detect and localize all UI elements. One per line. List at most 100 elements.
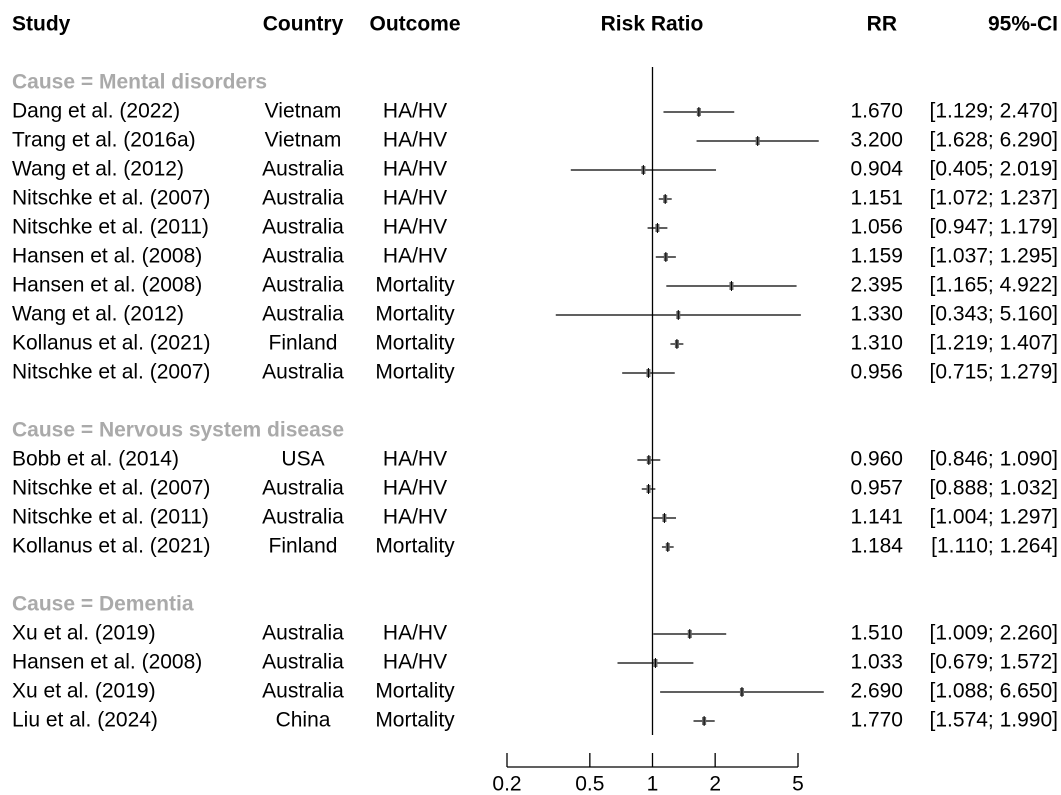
country: Australia [262, 361, 344, 384]
country: Australia [262, 187, 344, 210]
rr-label: 1.770 [850, 709, 903, 732]
outcome: Mortality [375, 709, 455, 732]
outcome: HA/HV [383, 622, 447, 645]
outcome: HA/HV [383, 651, 447, 674]
ci-label: [1.219; 1.407] [930, 332, 1058, 355]
x-tick-label: 0.2 [492, 773, 521, 795]
outcome: Mortality [375, 332, 455, 355]
header-ci: 95%-CI [988, 13, 1058, 36]
country: Australia [262, 158, 344, 181]
study: Bobb et al. (2014) [12, 448, 179, 471]
country: China [276, 709, 331, 732]
ci-label: [0.846; 1.090] [930, 448, 1058, 471]
outcome: Mortality [375, 680, 455, 703]
outcome: HA/HV [383, 506, 447, 529]
header-study: Study [12, 13, 71, 36]
study: Wang et al. (2012) [12, 303, 184, 326]
rr-label: 0.956 [850, 361, 903, 384]
ci-label: [1.072; 1.237] [930, 187, 1058, 210]
header-rr: RR [867, 13, 897, 36]
x-tick-label: 0.5 [575, 773, 604, 795]
study: Nitschke et al. (2007) [12, 361, 210, 384]
rr-label: 1.056 [850, 216, 903, 239]
outcome: HA/HV [383, 187, 447, 210]
outcome: HA/HV [383, 100, 447, 123]
country: Finland [269, 535, 338, 558]
study: Hansen et al. (2008) [12, 274, 202, 297]
outcome: Mortality [375, 303, 455, 326]
ci-label: [1.004; 1.297] [930, 506, 1058, 529]
study: Nitschke et al. (2007) [12, 187, 210, 210]
ci-label: [1.037; 1.295] [930, 245, 1058, 268]
country: Australia [262, 477, 344, 500]
ci-label: [0.679; 1.572] [930, 651, 1058, 674]
country: Vietnam [265, 100, 342, 123]
study: Wang et al. (2012) [12, 158, 184, 181]
outcome: HA/HV [383, 129, 447, 152]
outcome: HA/HV [383, 158, 447, 181]
ci-label: [1.628; 6.290] [930, 129, 1058, 152]
study: Xu et al. (2019) [12, 622, 156, 645]
outcome: HA/HV [383, 448, 447, 471]
country: Australia [262, 506, 344, 529]
ci-label: [0.715; 1.279] [930, 361, 1058, 384]
group-label: Cause = Nervous system disease [12, 419, 344, 442]
rr-label: 2.395 [850, 274, 903, 297]
header-outcome: Outcome [369, 13, 460, 36]
group-label: Cause = Mental disorders [12, 71, 267, 94]
rr-label: 0.957 [850, 477, 903, 500]
rr-label: 2.690 [850, 680, 903, 703]
rr-label: 1.151 [850, 187, 903, 210]
outcome: Mortality [375, 535, 455, 558]
study: Nitschke et al. (2011) [12, 506, 209, 529]
x-tick-label: 1 [647, 773, 659, 795]
rr-label: 1.141 [850, 506, 903, 529]
ci-label: [1.088; 6.650] [930, 680, 1058, 703]
study: Kollanus et al. (2021) [12, 535, 210, 558]
ci-label: [0.947; 1.179] [930, 216, 1058, 239]
rr-label: 1.033 [850, 651, 903, 674]
study: Xu et al. (2019) [12, 680, 156, 703]
ci-label: [0.343; 5.160] [930, 303, 1058, 326]
outcome: HA/HV [383, 216, 447, 239]
study: Nitschke et al. (2007) [12, 477, 210, 500]
outcome: HA/HV [383, 245, 447, 268]
rr-label: 0.960 [850, 448, 903, 471]
header-plot: Risk Ratio [601, 13, 704, 36]
ci-label: [0.405; 2.019] [930, 158, 1058, 181]
ci-label: [1.009; 2.260] [930, 622, 1058, 645]
rr-label: 1.330 [850, 303, 903, 326]
rr-label: 1.510 [850, 622, 903, 645]
study: Hansen et al. (2008) [12, 245, 202, 268]
study: Nitschke et al. (2011) [12, 216, 209, 239]
ci-label: [0.888; 1.032] [930, 477, 1058, 500]
group-label: Cause = Dementia [12, 593, 194, 616]
rr-label: 1.184 [850, 535, 903, 558]
rr-label: 1.159 [850, 245, 903, 268]
country: Finland [269, 332, 338, 355]
outcome: Mortality [375, 361, 455, 384]
study: Hansen et al. (2008) [12, 651, 202, 674]
country: USA [281, 448, 324, 471]
country: Australia [262, 303, 344, 326]
country: Australia [262, 622, 344, 645]
ci-label: [1.110; 1.264] [931, 535, 1058, 558]
outcome: HA/HV [383, 477, 447, 500]
rr-label: 1.670 [850, 100, 903, 123]
outcome: Mortality [375, 274, 455, 297]
country: Australia [262, 274, 344, 297]
ci-label: [1.129; 2.470] [930, 100, 1058, 123]
study: Trang et al. (2016a) [12, 129, 196, 152]
ci-label: [1.574; 1.990] [930, 709, 1058, 732]
x-tick-label: 2 [709, 773, 721, 795]
x-tick-label: 5 [792, 773, 804, 795]
header-country: Country [263, 13, 344, 36]
country: Australia [262, 216, 344, 239]
country: Vietnam [265, 129, 342, 152]
country: Australia [262, 245, 344, 268]
rr-label: 0.904 [850, 158, 903, 181]
study: Dang et al. (2022) [12, 100, 180, 123]
country: Australia [262, 651, 344, 674]
rr-label: 3.200 [850, 129, 903, 152]
